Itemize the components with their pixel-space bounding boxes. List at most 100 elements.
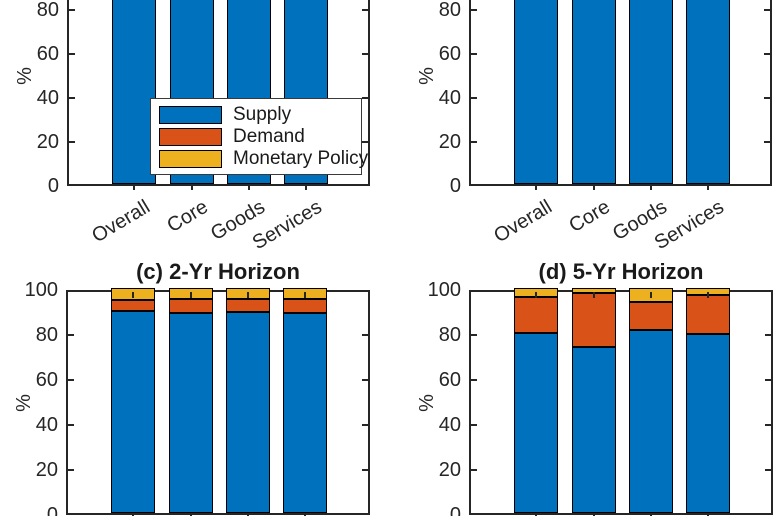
panel-c-ytick-label-0: 0 bbox=[46, 504, 58, 516]
panel-c-bar-core-demand-segment bbox=[169, 299, 213, 313]
panel-b-ytick-mark bbox=[764, 97, 770, 99]
panel-d-ytick-mark bbox=[471, 424, 477, 426]
legend-label-monetary-policy: Monetary Policy bbox=[233, 147, 369, 169]
panel-c-ytick-label-60: 60 bbox=[35, 369, 58, 391]
panel-b-bar-overall-supply-segment bbox=[514, 0, 558, 184]
panel-b-ytick-mark bbox=[764, 53, 770, 55]
panel-c-ytick-mark bbox=[362, 334, 368, 336]
legend-swatch-supply bbox=[159, 105, 222, 124]
panel-a-ytick-mark bbox=[69, 97, 75, 99]
panel-a-ytick-label-80: 80 bbox=[36, 0, 59, 21]
panel-c-bar-services-supply-segment bbox=[283, 312, 327, 513]
panel-d-ylabel: % bbox=[416, 393, 438, 412]
panel-b-ytick-label-40: 40 bbox=[438, 87, 461, 109]
panel-d-top-tick bbox=[707, 292, 709, 298]
panel-c-ytick-mark bbox=[362, 469, 368, 471]
panel-d-bar-core-supply-segment bbox=[572, 346, 616, 513]
panel-d-ytick-label-40: 40 bbox=[438, 414, 461, 436]
legend-swatch-monetary-policy bbox=[159, 149, 222, 168]
panel-a-ytick-mark bbox=[69, 141, 75, 143]
panel-a-bar-overall-supply-segment bbox=[112, 0, 156, 184]
panel-a-ytick-mark bbox=[69, 9, 75, 11]
panel-b-ylabel: % bbox=[416, 67, 438, 85]
panel-d-ytick-label-20: 20 bbox=[438, 459, 461, 481]
panel-c-bar-goods-demand-segment bbox=[226, 299, 270, 312]
panel-d-bar-overall-supply-segment bbox=[514, 333, 558, 513]
panel-b-xtick-mark bbox=[593, 186, 595, 190]
panel-b-xtick-mark bbox=[535, 186, 537, 190]
panel-c-ytick-mark bbox=[362, 424, 368, 426]
panel-d-bar-overall-demand-segment bbox=[514, 297, 558, 333]
panel-b-axes bbox=[469, 0, 772, 186]
panel-d-ytick-label-0: 0 bbox=[449, 504, 461, 516]
panel-d-axes bbox=[469, 288, 773, 515]
panel-a-xtick-mark bbox=[305, 186, 307, 190]
panel-d-top-tick bbox=[650, 292, 652, 298]
panel-d-top-tick bbox=[535, 292, 537, 298]
legend-item-demand: Demand bbox=[159, 125, 353, 147]
panel-c-bar-core-supply-segment bbox=[169, 312, 213, 513]
panel-c-bar-goods-supply-segment bbox=[226, 311, 270, 513]
legend-item-supply: Supply bbox=[159, 103, 353, 125]
panel-c-axes bbox=[66, 288, 370, 515]
panel-d-ytick-label-100: 100 bbox=[427, 279, 461, 301]
panel-c-ytick-mark bbox=[68, 379, 74, 381]
panel-a-xtick-mark bbox=[191, 186, 193, 190]
panel-c-ytick-mark bbox=[68, 424, 74, 426]
panel-a-ytick-mark bbox=[362, 53, 368, 55]
legend-label-supply: Supply bbox=[233, 103, 292, 125]
panel-d-top-tick bbox=[593, 292, 595, 298]
panel-a-ytick-label-20: 20 bbox=[36, 131, 59, 153]
legend-label-demand: Demand bbox=[233, 125, 305, 147]
panel-b-ytick-mark bbox=[471, 53, 477, 55]
panel-c-ytick-label-40: 40 bbox=[35, 414, 58, 436]
panel-b-ytick-mark bbox=[471, 97, 477, 99]
panel-d-ytick-mark bbox=[765, 424, 771, 426]
panel-a-ytick-mark bbox=[362, 141, 368, 143]
panel-d-ytick-label-80: 80 bbox=[438, 324, 461, 346]
panel-d-bar-services-demand-segment bbox=[686, 294, 730, 335]
panel-d-bar-services-supply-segment bbox=[686, 334, 730, 513]
panel-d-bar-core-demand-segment bbox=[572, 292, 616, 347]
panel-a-xtick-mark bbox=[248, 186, 250, 190]
panel-b-ytick-mark bbox=[471, 9, 477, 11]
panel-d-ytick-mark bbox=[765, 334, 771, 336]
panel-c-ytick-label-80: 80 bbox=[35, 324, 58, 346]
panel-b-bar-core-supply-segment bbox=[572, 0, 616, 184]
legend-item-monetary-policy: Monetary Policy bbox=[159, 148, 368, 169]
panel-a-ytick-mark bbox=[69, 53, 75, 55]
panel-d-ytick-label-60: 60 bbox=[438, 369, 461, 391]
panel-d-ytick-mark bbox=[471, 379, 477, 381]
panel-d-ytick-mark bbox=[471, 469, 477, 471]
legend-swatch-demand bbox=[159, 127, 222, 146]
panel-d-bar-goods-supply-segment bbox=[629, 329, 673, 513]
panel-c-title: (c) 2-Yr Horizon bbox=[136, 259, 300, 284]
panel-c-ytick-mark bbox=[362, 379, 368, 381]
panel-c-bar-overall-demand-segment bbox=[111, 300, 155, 311]
panel-b-ytick-label-60: 60 bbox=[438, 43, 461, 65]
panel-c-top-tick bbox=[132, 292, 134, 298]
panel-c-bar-overall-supply-segment bbox=[111, 310, 155, 513]
panel-b-ytick-mark bbox=[764, 9, 770, 11]
panel-a-xtick-mark bbox=[133, 186, 135, 190]
panel-d-ytick-mark bbox=[765, 469, 771, 471]
panel-c-top-tick bbox=[190, 292, 192, 298]
panel-b-ytick-label-0: 0 bbox=[449, 175, 461, 197]
panel-c-top-tick bbox=[247, 292, 249, 298]
panel-c-ytick-label-20: 20 bbox=[35, 459, 58, 481]
panel-b-xtick-mark bbox=[650, 186, 652, 190]
panel-d-bar-goods-demand-segment bbox=[629, 301, 673, 330]
panel-b-ytick-mark bbox=[471, 141, 477, 143]
panel-a-ytick-mark bbox=[362, 9, 368, 11]
panel-b-bar-services-supply-segment bbox=[686, 0, 730, 184]
panel-d-ytick-mark bbox=[471, 334, 477, 336]
panel-a-ytick-mark bbox=[362, 97, 368, 99]
panel-c-top-tick bbox=[304, 292, 306, 298]
panel-a-ytick-label-40: 40 bbox=[36, 87, 59, 109]
panel-c-ytick-mark bbox=[68, 334, 74, 336]
panel-b-xtick-mark bbox=[707, 186, 709, 190]
panel-b-ytick-label-20: 20 bbox=[438, 131, 461, 153]
panel-d-ytick-mark bbox=[765, 379, 771, 381]
panel-b-bar-goods-supply-segment bbox=[629, 0, 673, 184]
